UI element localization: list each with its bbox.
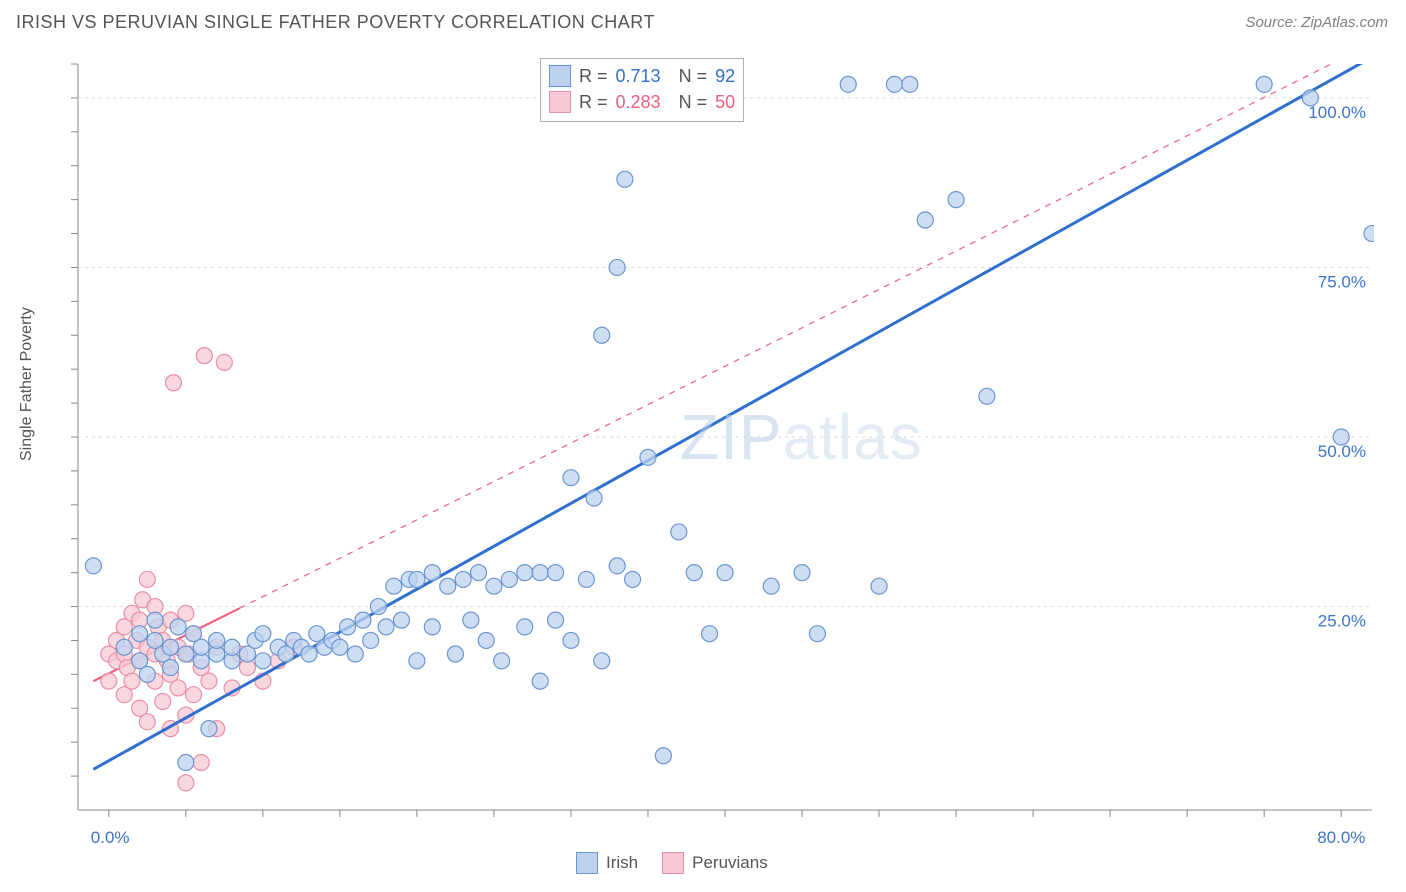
n-label: N =: [679, 66, 708, 87]
n-value-peruvian: 50: [715, 92, 735, 113]
legend-label-peruvian: Peruvians: [692, 853, 768, 873]
chart-title: IRISH VS PERUVIAN SINGLE FATHER POVERTY …: [16, 12, 655, 33]
swatch-peruvian: [549, 91, 571, 113]
swatch-irish: [549, 65, 571, 87]
chart-frame: IRISH VS PERUVIAN SINGLE FATHER POVERTY …: [0, 0, 1406, 892]
x-axis-max-label: 80.0%: [1317, 828, 1365, 848]
n-label: N =: [679, 92, 708, 113]
stats-row-irish: R = 0.713 N = 92: [549, 63, 735, 89]
r-value-irish: 0.713: [616, 66, 661, 87]
swatch-peruvian: [662, 852, 684, 874]
svg-text:25.0%: 25.0%: [1318, 612, 1366, 631]
scatter-plot-svg: 25.0%50.0%75.0%100.0%: [56, 50, 1394, 840]
r-label: R =: [579, 92, 608, 113]
legend-item-peruvian: Peruvians: [662, 852, 768, 874]
x-axis-min-label: 0.0%: [91, 828, 130, 848]
correlation-stats-box: R = 0.713 N = 92 R = 0.283 N = 50: [540, 58, 744, 122]
swatch-irish: [576, 852, 598, 874]
stats-row-peruvian: R = 0.283 N = 50: [549, 89, 735, 115]
r-value-peruvian: 0.283: [616, 92, 661, 113]
svg-text:75.0%: 75.0%: [1318, 272, 1366, 291]
plot-area: 25.0%50.0%75.0%100.0%: [56, 50, 1394, 840]
source-label: Source: ZipAtlas.com: [1245, 14, 1388, 31]
legend-item-irish: Irish: [576, 852, 638, 874]
svg-text:100.0%: 100.0%: [1308, 103, 1366, 122]
r-label: R =: [579, 66, 608, 87]
legend-label-irish: Irish: [606, 853, 638, 873]
series-legend: Irish Peruvians: [576, 852, 768, 874]
y-axis-label: Single Father Poverty: [18, 307, 36, 461]
n-value-irish: 92: [715, 66, 735, 87]
